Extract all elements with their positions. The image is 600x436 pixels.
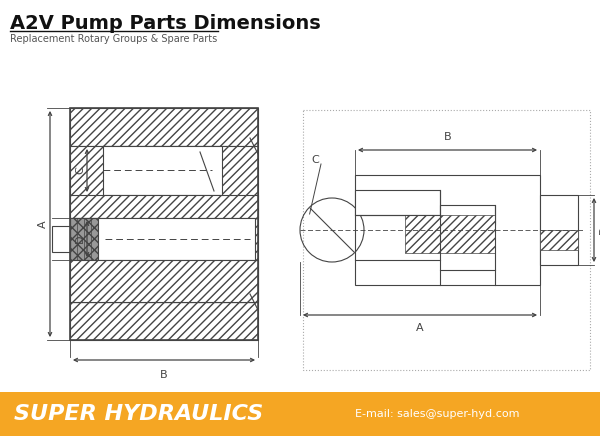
Bar <box>103 146 222 195</box>
Text: D: D <box>599 226 600 234</box>
Bar <box>70 218 255 260</box>
Bar <box>303 110 590 370</box>
Text: Replacement Rotary Groups & Spare Parts: Replacement Rotary Groups & Spare Parts <box>10 34 217 44</box>
Bar <box>70 260 258 302</box>
Text: C: C <box>311 155 319 165</box>
Text: A: A <box>416 323 424 333</box>
Bar <box>540 230 578 250</box>
Bar <box>70 302 258 340</box>
Bar <box>440 205 495 225</box>
Text: A2V Pump Parts Dimensions: A2V Pump Parts Dimensions <box>10 14 321 33</box>
Bar <box>70 108 258 146</box>
Text: C: C <box>75 167 85 174</box>
Text: D: D <box>75 235 85 243</box>
Bar <box>355 190 440 215</box>
Bar <box>70 108 258 340</box>
Text: SUPER HYDRAULICS: SUPER HYDRAULICS <box>14 404 263 424</box>
Bar <box>70 218 98 260</box>
Bar <box>52 226 70 252</box>
Bar <box>0 392 600 436</box>
Bar <box>355 175 540 285</box>
Bar <box>540 195 578 265</box>
Bar <box>405 215 495 253</box>
Text: E-mail: sales@super-hyd.com: E-mail: sales@super-hyd.com <box>355 409 520 419</box>
Text: A: A <box>38 220 48 228</box>
Text: B: B <box>443 132 451 142</box>
Bar <box>70 195 258 218</box>
Bar <box>70 146 258 302</box>
Text: B: B <box>160 370 168 380</box>
